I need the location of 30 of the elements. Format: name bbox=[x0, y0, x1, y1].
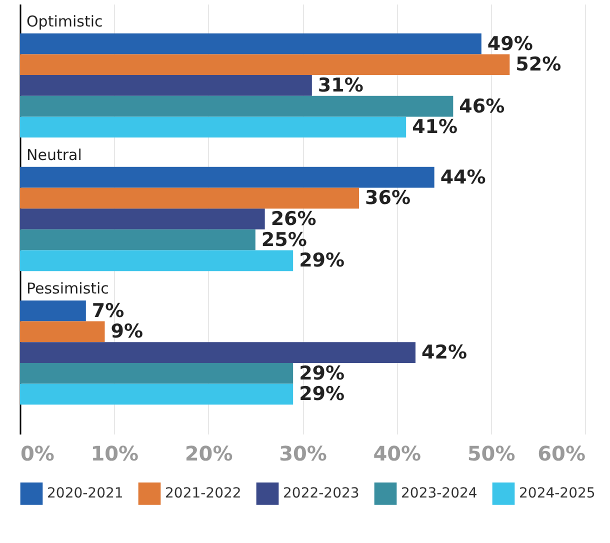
x-tick-label: 10% bbox=[90, 442, 139, 466]
data-label: 52% bbox=[516, 54, 562, 76]
legend-label: 2023-2024 bbox=[401, 486, 478, 502]
data-label: 26% bbox=[270, 208, 316, 230]
data-label: 25% bbox=[261, 228, 307, 251]
data-label: 44% bbox=[440, 166, 486, 188]
legend-label: 2024-2025 bbox=[519, 486, 596, 502]
data-label: 31% bbox=[318, 74, 364, 96]
data-label: 36% bbox=[365, 187, 410, 210]
legend-label: 2020-2021 bbox=[47, 486, 124, 502]
data-label: 49% bbox=[487, 32, 533, 55]
data-label: 29% bbox=[299, 383, 345, 406]
y-tick-label: Neutral bbox=[26, 146, 82, 164]
data-label: 46% bbox=[459, 95, 505, 118]
data-label: 41% bbox=[412, 116, 458, 138]
data-label: 42% bbox=[422, 342, 467, 364]
x-tick-label: 40% bbox=[373, 442, 422, 466]
legend-label: 2021-2022 bbox=[165, 486, 242, 502]
y-tick-label: Pessimistic bbox=[26, 280, 109, 298]
x-tick-label: 60% bbox=[538, 442, 586, 466]
data-label: 29% bbox=[299, 362, 345, 384]
data-label: 9% bbox=[110, 320, 144, 343]
data-label: 7% bbox=[92, 300, 124, 322]
legend-label: 2022-2023 bbox=[283, 486, 360, 502]
y-tick-label: Optimistic bbox=[26, 12, 103, 30]
x-tick-label: 20% bbox=[184, 442, 233, 466]
data-label: 29% bbox=[299, 250, 345, 272]
x-tick-label: 50% bbox=[467, 442, 516, 466]
x-tick-label: 30% bbox=[279, 442, 327, 466]
x-tick-label: 0% bbox=[20, 442, 54, 466]
